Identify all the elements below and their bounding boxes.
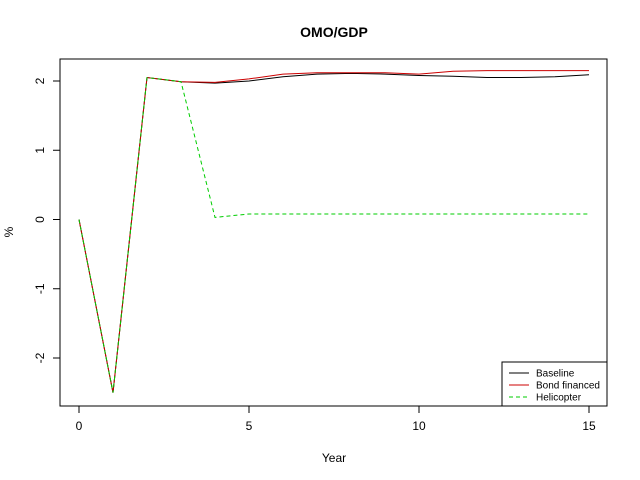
x-tick-label: 5 <box>246 419 253 433</box>
series-lines <box>78 70 590 393</box>
y-tick-label: 0 <box>33 216 47 223</box>
plot-frame <box>59 58 608 407</box>
x-axis: 0 5 10 15 <box>76 406 596 433</box>
plot-area <box>59 58 608 407</box>
series-line-bond-financed <box>78 70 589 393</box>
y-tick-label: 1 <box>33 147 47 154</box>
x-tick-label: 10 <box>412 419 426 433</box>
legend-label: Bond financed <box>536 381 600 392</box>
legend-label: Baseline <box>536 369 575 380</box>
legend-label: Helicopter <box>536 393 582 404</box>
y-tick-label: 2 <box>33 77 47 84</box>
series-line-helicopter <box>78 76 589 393</box>
x-axis-label: Year <box>322 451 346 465</box>
x-tick-label: 0 <box>76 419 83 433</box>
y-axis: -2 -1 0 1 2 <box>33 77 60 363</box>
x-tick-label: 15 <box>582 419 596 433</box>
legend-box <box>501 361 608 407</box>
series-line-baseline <box>78 72 590 393</box>
chart-title: OMO/GDP <box>300 24 368 40</box>
y-tick-label: -2 <box>33 352 47 363</box>
y-tick-label: -1 <box>33 283 47 294</box>
y-axis-label: % <box>2 226 16 237</box>
